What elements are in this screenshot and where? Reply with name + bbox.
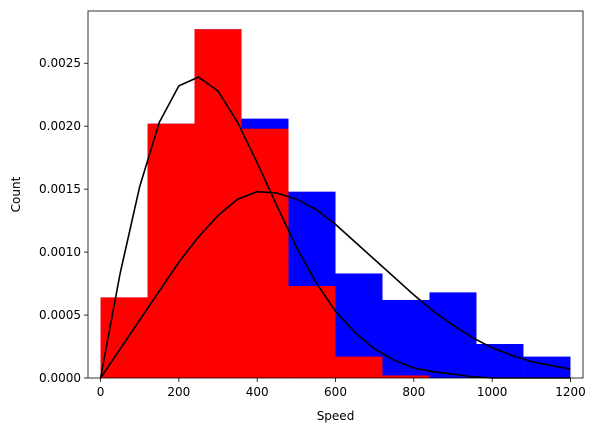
histogram-1-bar-7 <box>382 299 430 378</box>
y-tick-label: 0.0025 <box>39 56 81 70</box>
x-tick-label: 0 <box>97 385 105 399</box>
y-tick-label: 0.0020 <box>39 119 81 133</box>
histogram-2-bar-4 <box>241 128 289 378</box>
x-tick-label: 600 <box>324 385 347 399</box>
y-tick-label: 0.0015 <box>39 182 81 196</box>
plot-area <box>99 29 571 379</box>
x-tick-label: 800 <box>402 385 425 399</box>
x-tick-label: 400 <box>246 385 269 399</box>
y-axis-label: Count <box>9 176 23 212</box>
x-tick-label: 1200 <box>555 385 586 399</box>
y-tick-label: 0.0005 <box>39 308 81 322</box>
histogram-2-bar-7 <box>382 375 430 378</box>
x-tick-label: 200 <box>167 385 190 399</box>
x-axis-label: Speed <box>317 409 355 423</box>
y-tick-label: 0.0000 <box>39 371 81 385</box>
histogram-1-bar-9 <box>476 344 524 378</box>
histogram-2-bar-5 <box>288 286 336 378</box>
axes-ticks: 0 200 400 600 800 1000 1200 0.0000 0.0005 0.0010 0… <box>39 56 586 399</box>
density-curve-2 <box>99 190 571 379</box>
histogram-2-bar-3 <box>194 29 242 378</box>
histogram-2-bar-6 <box>335 356 383 378</box>
y-tick-label: 0.0010 <box>39 245 81 259</box>
x-tick-label: 1000 <box>477 385 508 399</box>
